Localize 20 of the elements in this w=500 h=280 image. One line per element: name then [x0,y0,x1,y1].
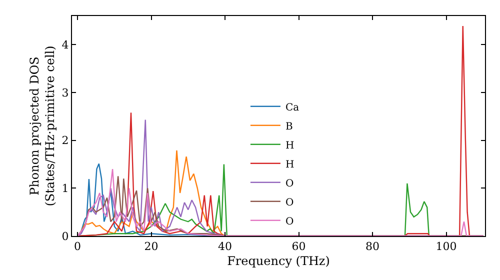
y-tick-label: 2 [62,134,69,148]
y-tick-label: 1 [62,182,69,196]
x-tick-label: 60 [292,240,306,254]
y-tick-label: 0 [62,230,69,243]
y-tick-label: 3 [62,86,69,100]
x-tick-label: 100 [436,240,457,254]
y-tick-label: 4 [62,38,69,52]
legend-label: Ca [285,102,300,114]
x-axis-title: Frequency (THz) [227,254,330,268]
y-axis-title: Phonon projected DOS (States/THz·primitive cell) [28,46,58,206]
x-tick-label: 0 [74,240,82,254]
x-tick-label: 20 [144,240,158,254]
legend-label: O [285,178,294,190]
legend-label: O [285,197,294,208]
x-tick-label: 40 [218,240,232,254]
legend-label: H [285,159,294,170]
x-tick-label: 80 [366,240,380,254]
legend-label: H [285,140,294,152]
legend-label: B [285,121,293,132]
legend-label: O [285,216,294,228]
